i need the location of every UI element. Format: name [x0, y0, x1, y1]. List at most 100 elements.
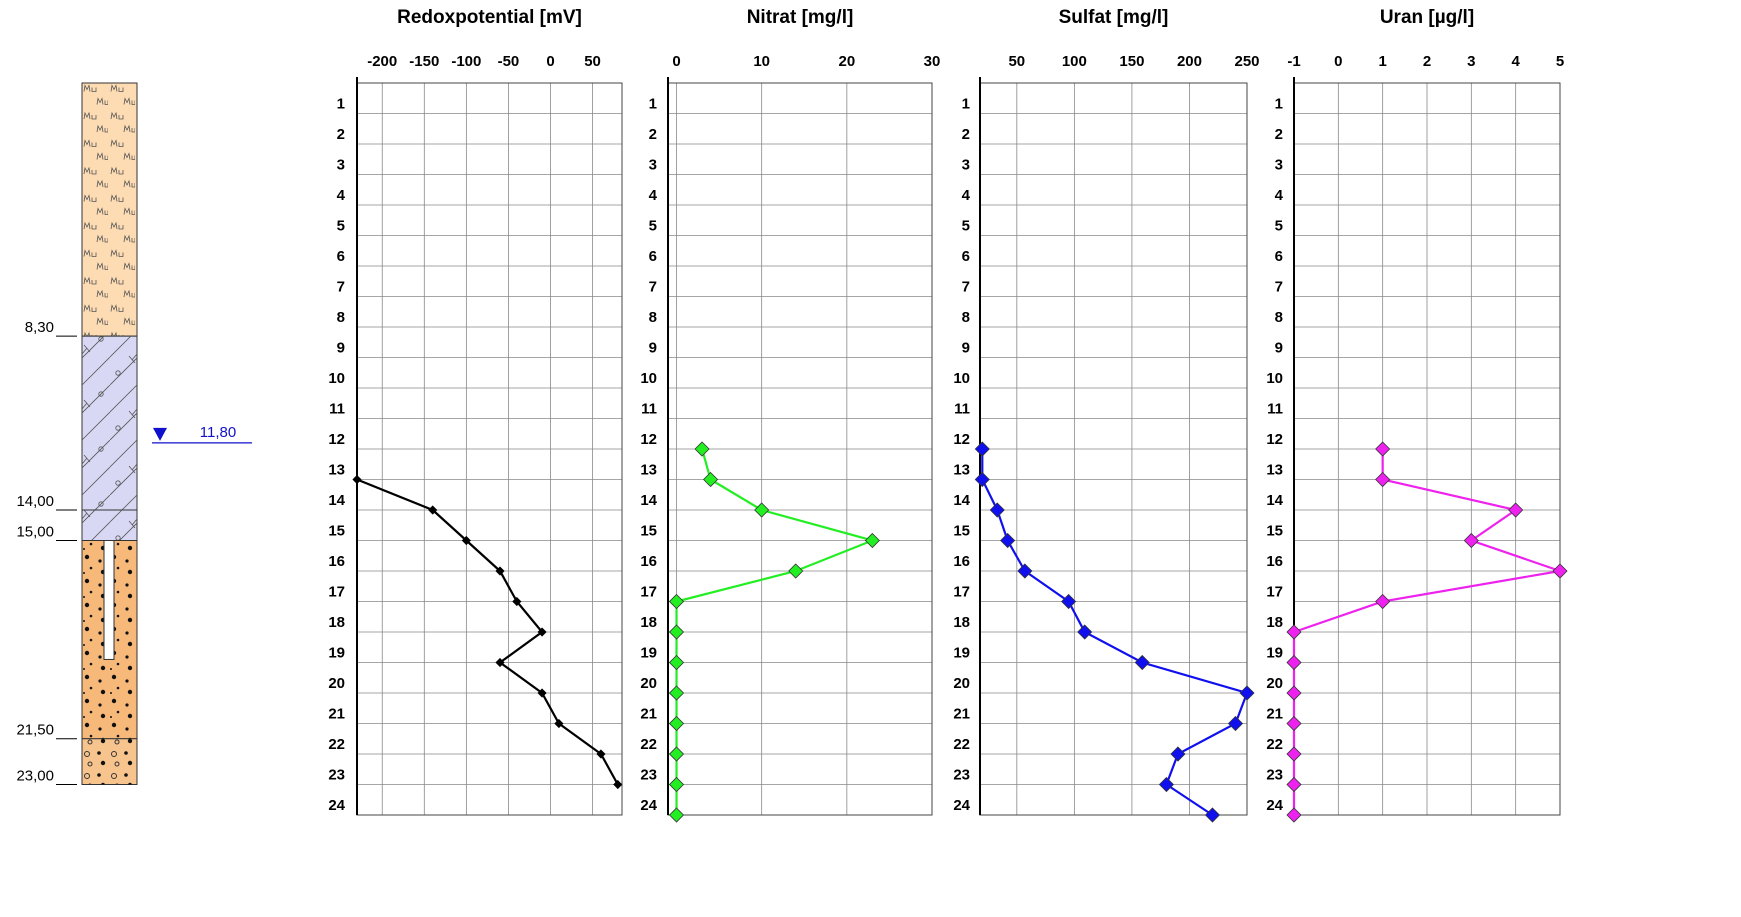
y-tick-label: 7: [649, 278, 657, 295]
y-tick-label: 17: [953, 583, 970, 600]
x-tick-label: 0: [1334, 53, 1342, 70]
marker: [1376, 473, 1390, 487]
y-tick-label: 1: [337, 95, 345, 112]
y-tick-label: 24: [328, 797, 345, 814]
marker: [1205, 808, 1219, 822]
y-tick-label: 23: [1266, 766, 1283, 783]
depth-label: 23,00: [16, 767, 54, 784]
depth-label: 15,00: [16, 523, 54, 540]
y-tick-label: 1: [1275, 95, 1283, 112]
y-tick-label: 16: [1266, 553, 1283, 570]
y-tick-label: 12: [953, 431, 970, 448]
marker: [1287, 686, 1301, 700]
marker: [1553, 564, 1567, 578]
marker: [1228, 717, 1242, 731]
y-tick-label: 23: [640, 766, 657, 783]
y-tick-label: 24: [1266, 797, 1283, 814]
y-tick-label: 2: [649, 126, 657, 143]
y-tick-label: 18: [328, 614, 345, 631]
x-tick-label: 150: [1119, 53, 1144, 70]
y-tick-label: 14: [640, 492, 657, 509]
y-tick-label: 9: [1275, 339, 1283, 356]
y-tick-label: 5: [1275, 217, 1283, 234]
marker: [789, 564, 803, 578]
y-tick-label: 6: [337, 248, 345, 265]
y-tick-label: 17: [328, 583, 345, 600]
x-tick-label: 5: [1556, 53, 1564, 70]
y-tick-label: 10: [953, 370, 970, 387]
y-tick-label: 3: [337, 156, 345, 173]
y-tick-label: 10: [640, 370, 657, 387]
x-tick-label: 20: [838, 53, 855, 70]
x-tick-label: -150: [409, 53, 439, 70]
x-tick-label: 50: [584, 53, 601, 70]
y-tick-label: 5: [962, 217, 970, 234]
marker: [1240, 686, 1254, 700]
y-tick-label: 20: [328, 675, 345, 692]
x-tick-label: 100: [1062, 53, 1087, 70]
y-tick-label: 15: [1266, 522, 1283, 539]
y-tick-label: 18: [640, 614, 657, 631]
y-tick-label: 10: [328, 370, 345, 387]
y-tick-label: 24: [953, 797, 970, 814]
y-tick-label: 13: [953, 461, 970, 478]
depth-label: 21,50: [16, 722, 54, 739]
x-tick-label: -1: [1287, 53, 1300, 70]
y-tick-label: 9: [337, 339, 345, 356]
y-tick-label: 15: [953, 522, 970, 539]
layer-pattern: [82, 83, 137, 336]
marker: [1376, 595, 1390, 609]
y-tick-label: 13: [1266, 461, 1283, 478]
y-tick-label: 17: [640, 583, 657, 600]
y-tick-label: 19: [640, 644, 657, 661]
marker: [1287, 808, 1301, 822]
y-tick-label: 8: [962, 309, 970, 326]
marker: [975, 473, 989, 487]
chart-title: Redoxpotential [mV]: [397, 7, 582, 28]
y-tick-label: 16: [953, 553, 970, 570]
x-tick-label: 3: [1467, 53, 1475, 70]
marker: [975, 442, 989, 456]
y-tick-label: 14: [1266, 492, 1283, 509]
water-marker: [153, 428, 167, 441]
y-tick-label: 24: [640, 797, 657, 814]
marker: [990, 503, 1004, 517]
x-tick-label: 30: [924, 53, 941, 70]
marker: [1001, 534, 1015, 548]
y-tick-label: 21: [953, 705, 970, 722]
y-tick-label: 7: [962, 278, 970, 295]
y-tick-label: 16: [328, 553, 345, 570]
marker: [1287, 625, 1301, 639]
marker: [1287, 747, 1301, 761]
y-tick-label: 16: [640, 553, 657, 570]
x-tick-label: -200: [367, 53, 397, 70]
marker: [670, 778, 684, 792]
y-tick-label: 12: [640, 431, 657, 448]
y-tick-label: 12: [1266, 431, 1283, 448]
x-tick-label: 2: [1423, 53, 1431, 70]
y-tick-label: 15: [328, 522, 345, 539]
y-tick-label: 4: [337, 187, 346, 204]
x-tick-label: 200: [1177, 53, 1202, 70]
y-tick-label: 23: [328, 766, 345, 783]
y-tick-label: 20: [640, 675, 657, 692]
y-tick-label: 3: [1275, 156, 1283, 173]
x-tick-label: 10: [753, 53, 770, 70]
layer-pattern: [82, 739, 137, 785]
y-tick-label: 11: [641, 400, 657, 417]
y-tick-label: 5: [337, 217, 345, 234]
x-tick-label: 250: [1234, 53, 1259, 70]
y-tick-label: 22: [328, 736, 345, 753]
y-tick-label: 20: [953, 675, 970, 692]
y-tick-label: 9: [649, 339, 657, 356]
x-tick-label: 50: [1008, 53, 1025, 70]
marker: [1078, 625, 1092, 639]
y-tick-label: 11: [329, 400, 345, 417]
marker: [670, 747, 684, 761]
marker: [670, 686, 684, 700]
filter-pipe: [104, 541, 114, 660]
marker: [1287, 717, 1301, 731]
y-tick-label: 8: [337, 309, 345, 326]
y-tick-label: 2: [962, 126, 970, 143]
y-tick-label: 10: [1266, 370, 1283, 387]
